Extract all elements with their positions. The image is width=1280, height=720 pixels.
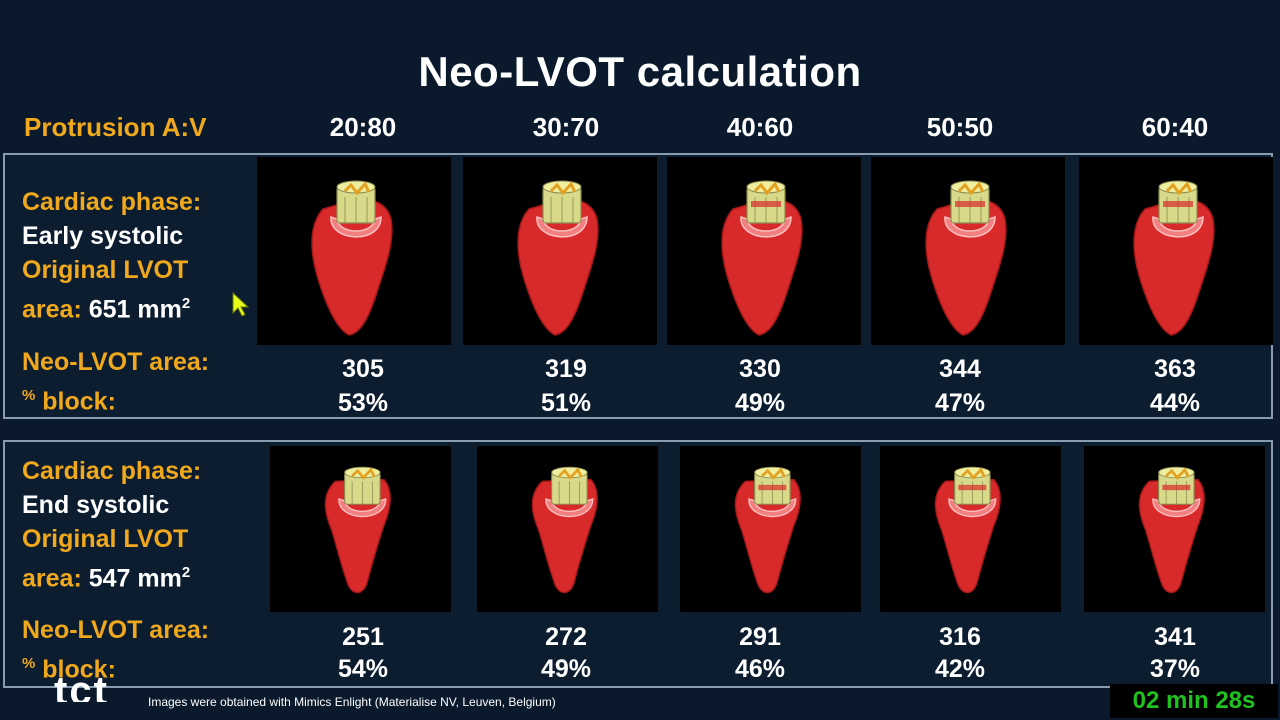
- neo-lvot-area-value: 319: [545, 355, 587, 383]
- area-value: 547 mm: [88, 564, 182, 593]
- percent-sup: %: [22, 655, 36, 672]
- page-title: Neo-LVOT calculation: [418, 48, 862, 95]
- neo-lvot-area-value: 305: [342, 355, 384, 383]
- heart-render-image: [667, 157, 861, 345]
- phase-label: Cardiac phase:: [22, 457, 202, 485]
- ratio-header: 40:60: [726, 112, 794, 142]
- area-label: area:: [22, 295, 82, 324]
- area-value: 651 mm: [88, 295, 182, 324]
- percent-block-value: 44%: [1149, 389, 1201, 417]
- neo-lvot-area-value: 291: [739, 623, 781, 651]
- heart-render-image: [871, 157, 1065, 345]
- mouse-cursor-icon: [232, 292, 250, 317]
- percent-sup: %: [22, 387, 36, 404]
- percent-block-value: 42%: [934, 655, 986, 683]
- phase-value: Early systolic: [22, 222, 184, 250]
- percent-block-value: 47%: [934, 389, 986, 417]
- protrusion-label: Protrusion A:V: [24, 112, 207, 142]
- neo-lvot-area-value: 251: [342, 623, 384, 651]
- heart-render-image: [1079, 157, 1273, 345]
- ratio-header: 20:80: [329, 112, 397, 142]
- phase-value: End systolic: [22, 491, 170, 519]
- percent-block-value: 37%: [1149, 655, 1201, 683]
- neo-lvot-area-value: 344: [939, 355, 981, 383]
- neo-lvot-labels: Neo-LVOT area: % block:: [22, 345, 209, 418]
- neo-lvot-area-value: 272: [545, 623, 587, 651]
- percent-block-value: 54%: [337, 655, 389, 683]
- logo: tct: [54, 672, 109, 702]
- heart-render-image: [477, 446, 658, 612]
- heart-render-image: [270, 446, 451, 612]
- heart-render-image: [257, 157, 451, 345]
- neo-lvot-area-value: 316: [939, 623, 981, 651]
- area-label: area:: [22, 564, 82, 593]
- heart-render-image: [1084, 446, 1265, 612]
- phase-info: Cardiac phase: End systolic Original LVO…: [22, 454, 201, 595]
- percent-block-value: 53%: [337, 389, 389, 417]
- original-lvot-label: Original LVOT: [22, 256, 189, 284]
- neo-lvot-area-value: 330: [739, 355, 781, 383]
- phase-label: Cardiac phase:: [22, 188, 202, 216]
- neo-lvot-area-value: 341: [1154, 623, 1196, 651]
- area-unit-sup: 2: [181, 564, 191, 581]
- image-credit-footer: Images were obtained with Mimics Enlight…: [148, 695, 556, 709]
- percent-block-value: 49%: [734, 389, 786, 417]
- percent-block-value: 46%: [734, 655, 786, 683]
- percent-block-value: 51%: [540, 389, 592, 417]
- heart-render-image: [880, 446, 1061, 612]
- neo-lvot-area-value: 363: [1154, 355, 1196, 383]
- neo-lvot-area-label: Neo-LVOT area:: [22, 616, 210, 644]
- ratio-header: 60:40: [1141, 112, 1209, 142]
- block-label: block:: [35, 655, 116, 684]
- original-lvot-label: Original LVOT: [22, 525, 189, 553]
- ratio-header: 50:50: [926, 112, 994, 142]
- neo-lvot-labels: Neo-LVOT area: % block:: [22, 613, 209, 686]
- neo-lvot-area-label: Neo-LVOT area:: [22, 348, 210, 376]
- timer-display: 02 min 28s: [1110, 684, 1278, 718]
- heart-render-image: [680, 446, 861, 612]
- phase-info: Cardiac phase: Early systolic Original L…: [22, 185, 201, 326]
- block-label: block:: [35, 387, 116, 416]
- ratio-header: 30:70: [532, 112, 600, 142]
- area-unit-sup: 2: [181, 295, 191, 312]
- heart-render-image: [463, 157, 657, 345]
- percent-block-value: 49%: [540, 655, 592, 683]
